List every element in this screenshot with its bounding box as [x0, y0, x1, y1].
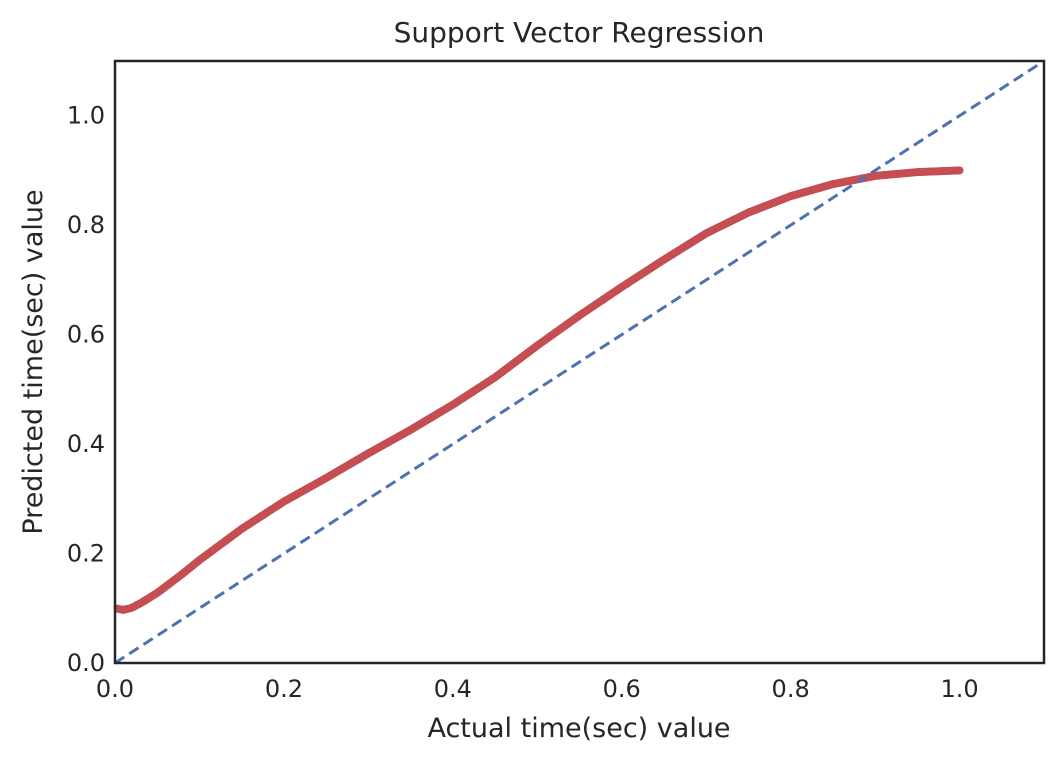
y-tick-label: 0.6	[67, 321, 105, 349]
x-tick-label: 0.2	[265, 675, 303, 703]
chart-title: Support Vector Regression	[394, 16, 765, 49]
x-tick-label: 0.6	[603, 675, 641, 703]
scatter-point	[955, 166, 964, 175]
x-tick-label: 1.0	[940, 675, 978, 703]
plot-frame	[113, 59, 1046, 665]
y-tick-label: 0.2	[67, 540, 105, 568]
reference-line-series	[115, 61, 1044, 663]
y-tick-label: 0.0	[67, 649, 105, 677]
x-axis-ticks: 0.0 0.2 0.4 0.6 0.8 1.0	[96, 675, 979, 703]
x-tick-label: 0.8	[772, 675, 810, 703]
x-axis-label: Actual time(sec) value	[427, 713, 730, 744]
x-tick-label: 0.4	[434, 675, 472, 703]
y-axis-label: Predicted time(sec) value	[18, 189, 49, 534]
y-tick-label: 1.0	[67, 102, 105, 130]
x-tick-label: 0.0	[96, 675, 134, 703]
identity-reference-line	[115, 61, 1044, 663]
y-tick-label: 0.8	[67, 211, 105, 239]
y-axis-ticks: 0.0 0.2 0.4 0.6 0.8 1.0	[67, 102, 105, 677]
scatter-series	[115, 166, 964, 614]
y-tick-label: 0.4	[67, 430, 105, 458]
